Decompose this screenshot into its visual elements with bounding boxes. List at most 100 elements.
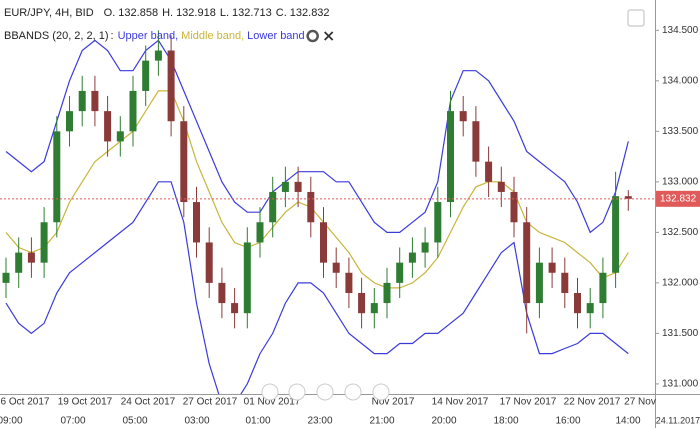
reset-button[interactable] xyxy=(316,383,334,401)
legend-entry: Lower band xyxy=(247,30,305,42)
time-label: 20:00 xyxy=(431,416,456,427)
scroll-right-button[interactable] xyxy=(344,383,362,401)
candle-body xyxy=(167,50,175,122)
candle-body xyxy=(497,181,505,192)
candle-body xyxy=(193,202,200,243)
candle-body xyxy=(180,121,188,203)
time-label: 01:00 xyxy=(245,416,270,427)
y-tick-label: 131.000 xyxy=(662,379,699,390)
candle-body xyxy=(116,131,124,142)
ohlc-value: 132.858 xyxy=(118,7,158,19)
date-label: 27 Oct 2017 xyxy=(183,397,238,408)
candle-body xyxy=(383,282,391,304)
candle-body xyxy=(408,252,416,263)
candle-body xyxy=(53,131,61,223)
expand-button[interactable] xyxy=(627,9,645,27)
candle-body xyxy=(396,262,404,283)
band-line xyxy=(5,90,629,289)
candle-body xyxy=(561,272,569,293)
ohlc-label: O. xyxy=(104,7,116,19)
indicator: BBANDS (20, 2, 2, 1) xyxy=(4,30,109,42)
candle-body xyxy=(27,252,35,263)
candle-body xyxy=(485,161,493,182)
candle-body xyxy=(104,111,112,142)
candle-body xyxy=(459,111,467,122)
legend-separator: , xyxy=(175,30,178,42)
candle-body xyxy=(624,196,632,199)
candle-body xyxy=(231,303,239,314)
candle-body xyxy=(510,191,518,223)
candle-body xyxy=(243,242,251,314)
last-price-label: 132.832 xyxy=(660,193,697,204)
time-label: 16:00 xyxy=(555,416,580,427)
date-label: 14 Nov 2017 xyxy=(432,397,489,408)
zoom-in-button[interactable] xyxy=(372,383,390,401)
y-tick-label: 133.000 xyxy=(662,176,699,187)
time-label: 03:00 xyxy=(184,416,209,427)
candle-body xyxy=(40,222,48,263)
time-label: 07:00 xyxy=(60,416,85,427)
plot-area xyxy=(2,30,632,394)
candle-body xyxy=(281,181,289,192)
candle-body xyxy=(599,272,607,304)
scroll-left-button[interactable] xyxy=(288,383,306,401)
candle-body xyxy=(523,222,531,304)
time-label: 05:00 xyxy=(122,416,147,427)
ohlc-value: 132.713 xyxy=(232,7,272,19)
legend-separator: , xyxy=(241,30,244,42)
nav-buttons[interactable] xyxy=(261,383,390,401)
candle-body xyxy=(447,111,454,203)
time-label: 23:00 xyxy=(307,416,332,427)
date-label: 27 Nov xyxy=(624,397,656,408)
candle-body xyxy=(256,222,264,243)
y-tick-label: 132.500 xyxy=(662,227,699,238)
candle-body xyxy=(269,191,277,223)
candle-body xyxy=(421,242,429,253)
date-label: 01 Nov 2017 xyxy=(244,397,301,408)
last-price-tag xyxy=(656,190,700,207)
date-label: 24 Oct 2017 xyxy=(121,397,176,408)
candle-body xyxy=(205,242,213,283)
ohlc-label: H. xyxy=(162,7,173,19)
candle-body xyxy=(574,292,581,314)
candle-body xyxy=(154,50,162,61)
current-date: 24.11.2017 xyxy=(656,415,700,425)
ohlc-value: 132.918 xyxy=(176,7,216,19)
date-label: Nov 2017 xyxy=(372,397,415,408)
candle-body xyxy=(358,292,366,314)
time-label: 21:00 xyxy=(369,416,394,427)
candle-body xyxy=(307,191,315,223)
candle-body xyxy=(142,60,150,91)
y-tick-label: 134.500 xyxy=(662,25,699,36)
candle-body xyxy=(345,272,353,293)
candle-body xyxy=(535,262,543,304)
candle-body xyxy=(434,202,442,243)
y-tick-label: 132.000 xyxy=(662,278,699,289)
time-label: 09:00 xyxy=(0,416,23,427)
legend-entry: Middle band xyxy=(181,30,241,42)
candle-body xyxy=(218,282,226,304)
candle-body xyxy=(15,252,23,273)
legend-entry: Upper band xyxy=(118,30,176,42)
date-label: 22 Nov 2017 xyxy=(564,397,621,408)
date-label: 19 Oct 2017 xyxy=(58,397,113,408)
candle-body xyxy=(294,181,302,192)
candle-body xyxy=(370,303,378,314)
zoom-out-button[interactable] xyxy=(261,383,279,401)
candle-body xyxy=(129,90,137,132)
candle-body xyxy=(586,303,594,314)
date-label: 6 Oct 2017 xyxy=(1,397,50,408)
y-tick-label: 134.000 xyxy=(662,75,699,86)
candle-body xyxy=(78,90,86,112)
ohlc-label: L. xyxy=(220,7,229,19)
y-tick-label: 131.500 xyxy=(662,328,699,339)
y-tick-label: 133.500 xyxy=(662,126,699,137)
close-icon xyxy=(324,31,334,41)
candle-body xyxy=(472,121,480,162)
symbol: EUR/JPY, 4H, BID xyxy=(4,7,94,19)
time-label: 18:00 xyxy=(493,416,518,427)
candle-body xyxy=(612,196,620,273)
legend-separator: : xyxy=(111,30,114,42)
